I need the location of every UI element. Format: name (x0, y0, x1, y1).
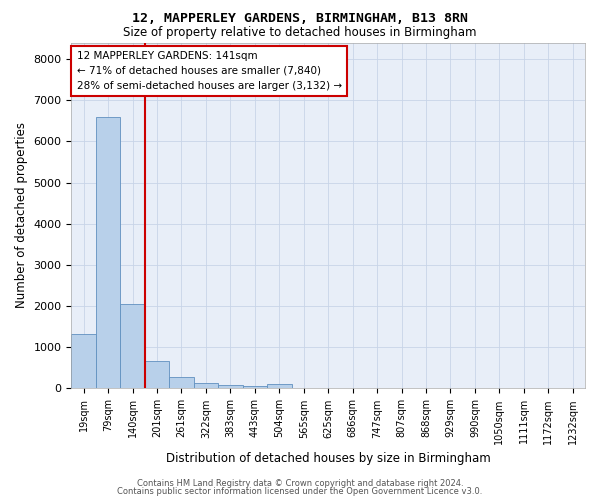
Bar (218, 384, 242, 388)
Bar (145, 362, 169, 388)
Bar (242, 386, 267, 388)
Text: Contains public sector information licensed under the Open Government Licence v3: Contains public sector information licen… (118, 487, 482, 496)
Bar (71, 334, 96, 388)
Text: Size of property relative to detached houses in Birmingham: Size of property relative to detached ho… (123, 26, 477, 39)
Bar (169, 377, 194, 388)
Bar (121, 304, 145, 388)
Text: Contains HM Land Registry data © Crown copyright and database right 2024.: Contains HM Land Registry data © Crown c… (137, 478, 463, 488)
Text: 12, MAPPERLEY GARDENS, BIRMINGHAM, B13 8RN: 12, MAPPERLEY GARDENS, BIRMINGHAM, B13 8… (132, 12, 468, 26)
Bar (194, 382, 218, 388)
Text: 12 MAPPERLEY GARDENS: 141sqm
← 71% of detached houses are smaller (7,840)
28% of: 12 MAPPERLEY GARDENS: 141sqm ← 71% of de… (77, 51, 341, 90)
Bar (267, 384, 292, 388)
Bar (96, 116, 121, 388)
X-axis label: Distribution of detached houses by size in Birmingham: Distribution of detached houses by size … (166, 452, 491, 465)
Y-axis label: Number of detached properties: Number of detached properties (15, 122, 28, 308)
